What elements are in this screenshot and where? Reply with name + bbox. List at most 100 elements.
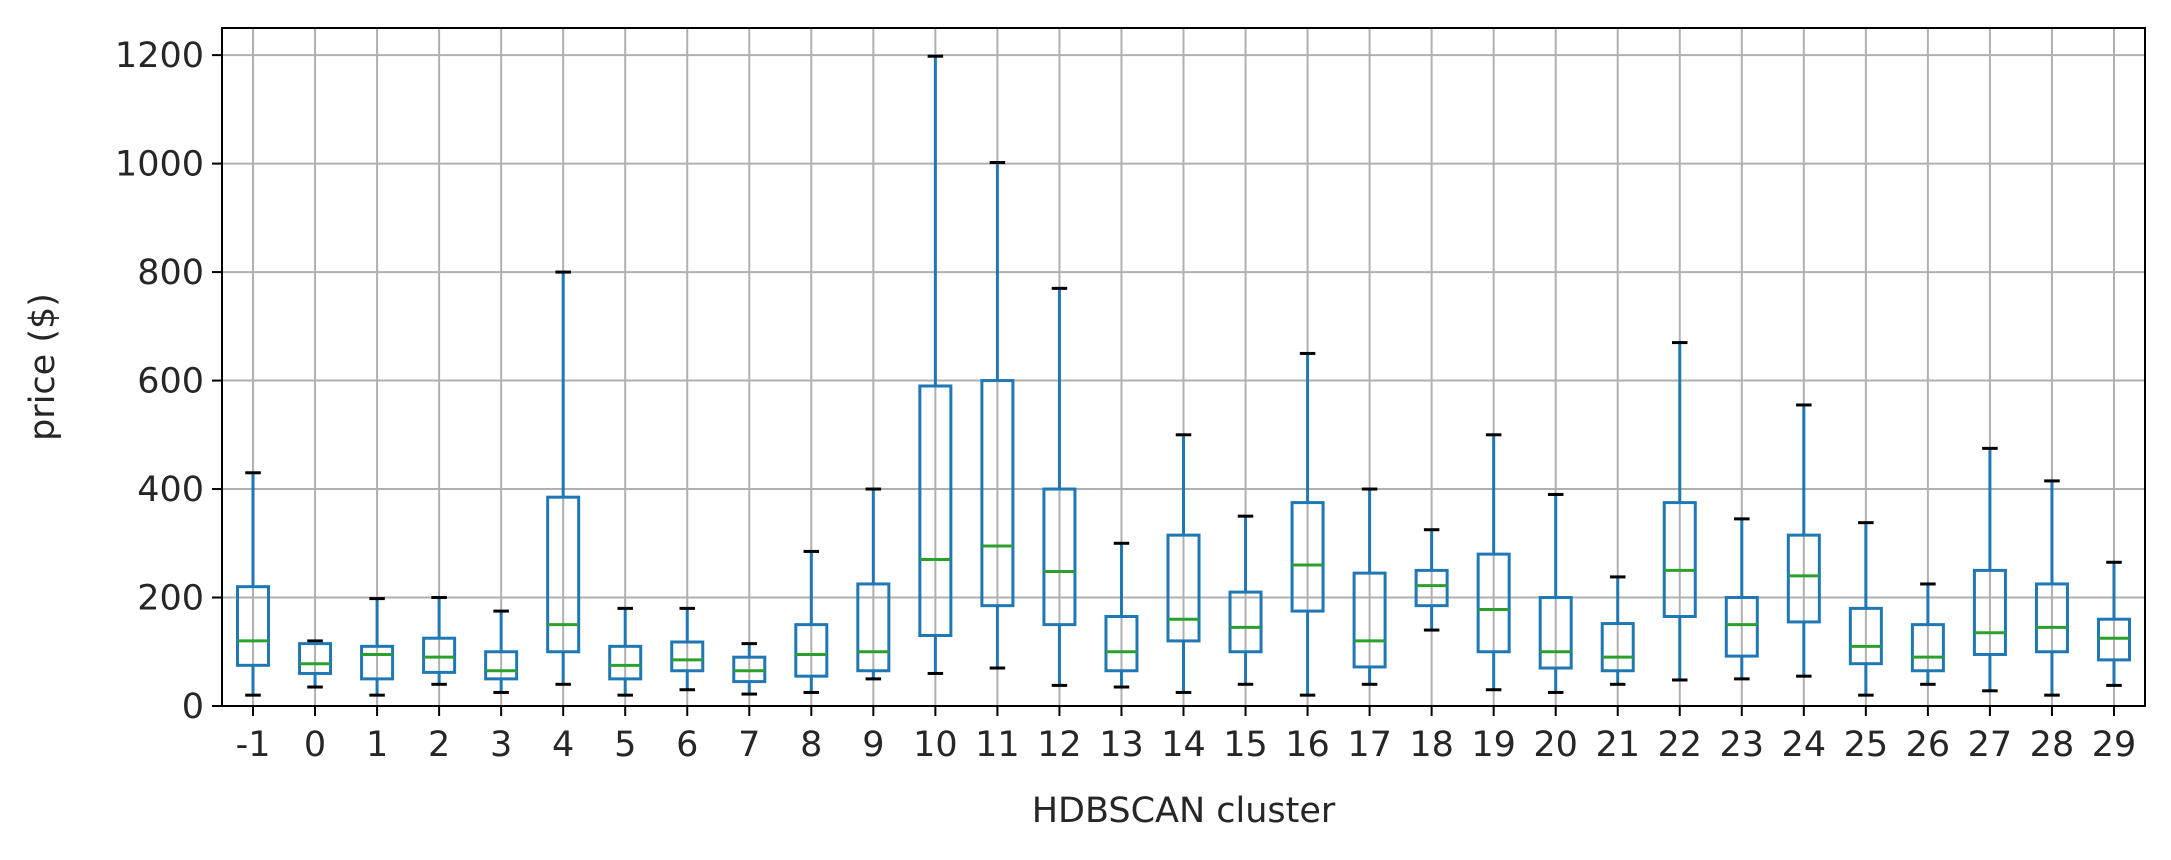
box-18 <box>1414 528 1449 632</box>
x-tick-label: 19 <box>1471 725 1516 765</box>
x-tick-label: 6 <box>676 725 698 765</box>
iqr-box <box>1290 501 1325 613</box>
iqr-box <box>918 384 953 637</box>
box-series <box>236 54 2131 697</box>
box-15 <box>1228 514 1263 686</box>
box--1 <box>236 471 271 697</box>
iqr-box <box>1910 623 1945 673</box>
iqr-box <box>1352 571 1387 669</box>
box-28 <box>2034 479 2069 697</box>
x-tick-label: 2 <box>428 725 450 765</box>
box-16 <box>1290 351 1325 697</box>
box-17 <box>1352 487 1387 686</box>
x-tick-label: 28 <box>2030 725 2075 765</box>
box-12 <box>1042 286 1077 687</box>
iqr-box <box>670 640 705 673</box>
x-tick-label: 4 <box>552 725 574 765</box>
iqr-box <box>794 623 829 678</box>
x-tick-label: 20 <box>1533 725 1578 765</box>
iqr-box <box>484 650 519 681</box>
x-tick-label: 1 <box>366 725 388 765</box>
iqr-box <box>608 644 643 681</box>
y-tick-label: 1000 <box>115 145 204 185</box>
iqr-box <box>298 642 333 675</box>
box-7 <box>732 642 767 696</box>
box-19 <box>1476 433 1511 692</box>
box-23 <box>1724 517 1759 681</box>
box-4 <box>546 270 581 686</box>
box-11 <box>980 161 1015 670</box>
y-tick-label: 800 <box>137 253 204 293</box>
iqr-box <box>2034 582 2069 654</box>
x-axis-label: HDBSCAN cluster <box>1032 791 1336 831</box>
x-tick-label: 9 <box>862 725 884 765</box>
box-0 <box>298 639 333 689</box>
box-22 <box>1662 341 1697 682</box>
iqr-box <box>1848 606 1883 666</box>
box-26 <box>1910 582 1945 686</box>
box-6 <box>670 606 705 692</box>
iqr-box <box>1972 568 2007 656</box>
x-tick-label: 23 <box>1720 725 1765 765</box>
box-5 <box>608 606 643 697</box>
y-tick-label: 1200 <box>115 36 204 76</box>
box-20 <box>1538 492 1573 694</box>
x-tick-label: 21 <box>1595 725 1640 765</box>
iqr-box <box>422 636 457 674</box>
iqr-box <box>1476 552 1511 654</box>
x-tick-label: 3 <box>490 725 512 765</box>
y-tick-label: 600 <box>137 362 204 402</box>
y-axis: 0 200 400 600 800 1000 1200 <box>115 36 222 727</box>
y-tick-label: 400 <box>137 470 204 510</box>
x-tick-label: 24 <box>1782 725 1827 765</box>
iqr-box <box>1228 590 1263 654</box>
x-tick-label: -1 <box>236 725 271 765</box>
box-8 <box>794 549 829 694</box>
box-13 <box>1104 541 1139 689</box>
iqr-box <box>1042 487 1077 627</box>
box-21 <box>1600 575 1635 686</box>
iqr-box <box>1600 622 1635 673</box>
y-tick-label: 0 <box>182 687 204 727</box>
iqr-box <box>236 585 271 667</box>
box-2 <box>422 596 457 686</box>
box-29 <box>2096 560 2131 687</box>
x-tick-label: 12 <box>1037 725 1082 765</box>
box-27 <box>1972 446 2007 693</box>
x-tick-label: 13 <box>1099 725 1144 765</box>
iqr-box <box>856 582 891 673</box>
x-tick-label: 10 <box>913 725 958 765</box>
box-14 <box>1166 433 1201 694</box>
iqr-box <box>1538 596 1573 670</box>
x-tick-label: 14 <box>1161 725 1206 765</box>
x-tick-label: 18 <box>1409 725 1454 765</box>
iqr-box <box>1724 596 1759 658</box>
x-tick-label: 5 <box>614 725 636 765</box>
box-10 <box>918 54 953 675</box>
iqr-box <box>1166 533 1201 643</box>
x-tick-label: 22 <box>1657 725 1702 765</box>
iqr-box <box>360 644 395 681</box>
y-axis-label: price ($) <box>23 293 63 441</box>
x-tick-label: 16 <box>1285 725 1330 765</box>
x-tick-label: 17 <box>1347 725 1392 765</box>
iqr-box <box>980 379 1015 608</box>
box-1 <box>360 597 395 697</box>
box-3 <box>484 609 519 694</box>
iqr-box <box>1662 501 1697 619</box>
box-24 <box>1786 403 1821 678</box>
iqr-box <box>1414 568 1449 608</box>
x-tick-label: 25 <box>1844 725 1889 765</box>
y-tick-label: 200 <box>137 579 204 619</box>
x-tick-label: 27 <box>1968 725 2013 765</box>
box-25 <box>1848 521 1883 697</box>
x-tick-label: 11 <box>975 725 1020 765</box>
x-axis: -1 0 1 2 3 4 5 6 7 8 9 10 11 12 13 14 15 16 17 18 19 20 21 22 23… <box>236 706 2136 765</box>
x-tick-label: 0 <box>304 725 326 765</box>
x-tick-label: 15 <box>1223 725 1268 765</box>
iqr-box <box>546 495 581 654</box>
box-9 <box>856 487 891 681</box>
iqr-box <box>1104 615 1139 673</box>
